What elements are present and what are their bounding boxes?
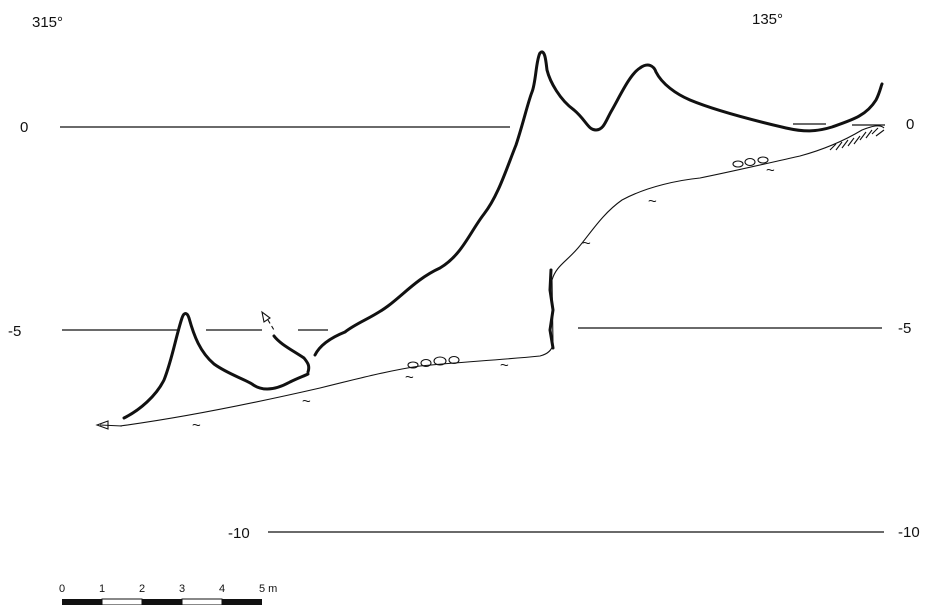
vertical-shaft-wall bbox=[548, 268, 555, 350]
scale-tick-label: 1 bbox=[99, 583, 105, 595]
sediment-mark: ~ bbox=[582, 235, 591, 252]
scale-bar-segment-3-4 bbox=[181, 598, 223, 605]
cave-floor-line bbox=[119, 125, 885, 427]
scale-bar-segment-0-1 bbox=[62, 599, 102, 605]
bearing-left-label: 315° bbox=[32, 14, 63, 31]
pebbles-group-upper bbox=[732, 156, 769, 168]
bearing-right-label: 135° bbox=[752, 11, 783, 28]
cave-ceiling-wall bbox=[313, 50, 884, 357]
depth-label-left-0: 0 bbox=[20, 119, 28, 136]
scale-tick-label: 0 bbox=[59, 583, 65, 595]
continuation-dashed-line bbox=[267, 319, 275, 331]
floor-arrowhead-left-icon bbox=[95, 420, 109, 430]
scale-tick-label: 3 bbox=[179, 583, 185, 595]
sediment-mark: ~ bbox=[302, 393, 311, 410]
rock-hatching bbox=[829, 127, 885, 151]
sediment-mark: ~ bbox=[192, 417, 201, 434]
scale-bar: 0 1 2 3 4 5 m bbox=[59, 583, 277, 605]
depth-label-left-5: -5 bbox=[8, 323, 21, 340]
pebbles-group-lower bbox=[407, 355, 460, 369]
sediment-mark: ~ bbox=[766, 162, 775, 179]
sediment-mark: ~ bbox=[648, 193, 657, 210]
scale-bar-segment-1-2 bbox=[101, 598, 143, 605]
lower-chamber-wall bbox=[122, 312, 310, 420]
depth-label-left-10: -10 bbox=[228, 525, 250, 542]
scale-bar-segment-2-3 bbox=[142, 599, 182, 605]
depth-label-right-5: -5 bbox=[898, 320, 911, 337]
sediment-mark: ~ bbox=[405, 369, 414, 386]
floor-continuation-arrow-icon bbox=[99, 424, 123, 427]
scale-bar-segment-4-5 bbox=[222, 599, 262, 605]
scale-tick-label: 5 m bbox=[259, 583, 277, 595]
depth-label-right-10: -10 bbox=[898, 524, 920, 541]
passage-wall-fragment bbox=[272, 334, 311, 374]
scale-tick-label: 2 bbox=[139, 583, 145, 595]
continuation-arrow-up-icon bbox=[261, 310, 271, 323]
scale-tick-label: 4 bbox=[219, 583, 225, 595]
sediment-mark: ~ bbox=[500, 357, 509, 374]
depth-label-right-0: 0 bbox=[906, 116, 914, 133]
